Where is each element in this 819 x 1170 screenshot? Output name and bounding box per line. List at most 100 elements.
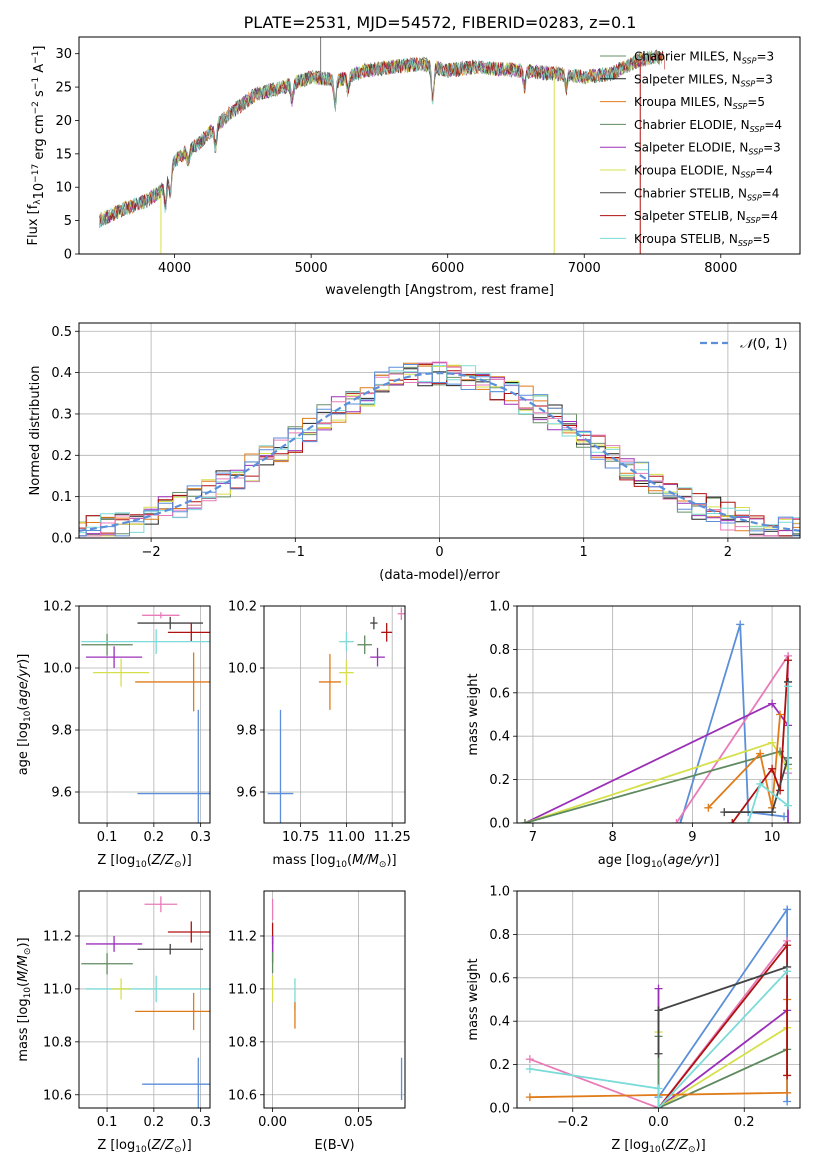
axes-frame: [78, 36, 801, 255]
legend-sub: SSP: [733, 102, 748, 111]
panel-massweight-vs-age: 7 8 9 10 0.0 0.2 0.4 0.6 0.8 1.0 mass weight age [l…: [466, 600, 801, 870]
histogram-step-series-8: [79, 364, 800, 537]
y-tick-label: 11.0: [43, 982, 72, 997]
legend-name: Chabrier ELODIE, N: [634, 118, 750, 132]
axes-frame: [78, 605, 211, 824]
x-tick-label: 4000: [158, 261, 191, 276]
spectrum-line-series-7: [99, 51, 666, 225]
weight-line-series-6: [657, 942, 788, 1108]
y-axis-label-part: s: [32, 90, 47, 101]
y-tick-label: 0.5: [51, 325, 72, 340]
x-tick-label: −2: [142, 545, 161, 560]
errorbar-point: [81, 953, 133, 975]
errorbar-point: [167, 623, 210, 642]
plot-area: [79, 361, 800, 537]
x-axis-label-part: 10: [135, 1145, 147, 1155]
errorbar-point: [339, 660, 354, 686]
y-axis-label-part: 10: [23, 710, 33, 722]
y-axis-label-part: λ: [33, 199, 43, 205]
legend-name: Salpeter STELIB, N: [634, 209, 746, 223]
plot-area: [81, 612, 210, 823]
x-tick-label: 5000: [295, 261, 328, 276]
x-axis-label-part: M/M: [352, 853, 379, 868]
plot-area: [525, 905, 792, 1108]
weight-line-series-5: [707, 714, 781, 809]
x-axis-label: age [log10(age/yr)]: [598, 853, 720, 870]
x-axis-label-part: Z [log: [611, 1138, 649, 1153]
x-axis-label: mass [log10(M/M⊙)]: [272, 853, 396, 870]
x-axis-label-part: (: [147, 1138, 152, 1153]
x-axis-label-part: ⊙: [688, 1145, 696, 1155]
axes-frame: [263, 890, 406, 1109]
weight-marker: [783, 1088, 792, 1097]
weight-marker: [525, 1093, 534, 1102]
panel-age-vs-mass: 10.75 11.00 11.25 9.6 9.8 10.0 10.2 mass [log10…: [228, 600, 411, 871]
legend-name: Salpeter MILES, N: [634, 72, 741, 86]
y-axis-label: age [log10(age/yr)]: [16, 654, 33, 776]
weight-marker: [776, 710, 785, 719]
grid-layer: [79, 891, 210, 1108]
legend-entry: Chabrier STELIB, NSSP=4: [634, 186, 779, 202]
x-tick-label: 0.3: [190, 830, 211, 845]
legend-count: =3: [755, 72, 773, 86]
x-tick-label: 0.1: [97, 1115, 118, 1130]
y-axis-label: mass weight: [466, 673, 481, 755]
panel-massweight-vs-Z: −0.2 0.0 0.2 0.0 0.2 0.4 0.6 0.8 1.0 mass weight Z…: [466, 885, 801, 1155]
y-tick-label: 9.8: [51, 724, 72, 739]
legend-sub: SSP: [748, 148, 763, 157]
weight-line-series-2: [657, 988, 788, 1108]
x-tick-label: 0.05: [344, 1115, 373, 1130]
errorbar-point: [144, 896, 178, 913]
x-axis-label-part: )]: [182, 853, 192, 868]
y-tick-label: 20: [55, 114, 72, 129]
legend-name: Kroupa ELODIE, N: [634, 164, 741, 178]
y-tick-label: 10.2: [228, 600, 257, 615]
legend-entry: Salpeter MILES, NSSP=3: [634, 72, 773, 88]
legend-args: (0, 1): [752, 337, 787, 352]
weight-marker: [784, 801, 793, 810]
x-tick-label: 0.2: [144, 1115, 165, 1130]
weight-marker: [704, 803, 713, 812]
weight-marker: [780, 812, 789, 821]
legend-sub: SSP: [741, 171, 756, 180]
errorbar-point: [135, 652, 210, 712]
x-tick-label: 8: [609, 830, 617, 845]
legend-entry: Chabrier MILES, NSSP=3: [634, 50, 774, 66]
x-axis-label-part: )]: [709, 853, 719, 868]
axes-frame: [263, 605, 406, 824]
weight-marker: [654, 1006, 663, 1015]
legend-entry: Kroupa STELIB, NSSP=5: [634, 232, 770, 248]
errorbar-point: [267, 709, 294, 823]
x-axis-label: (data-model)/error: [379, 568, 500, 583]
x-tick-label: 2: [724, 545, 732, 560]
y-axis-label-part: Flux [f: [26, 204, 41, 245]
y-tick-label: 10.0: [43, 662, 72, 677]
grid-layer: [79, 605, 210, 823]
x-axis-label-part: 10: [135, 860, 147, 870]
weight-marker: [768, 738, 777, 747]
x-axis-label: Z [log10(Z/Z⊙)]: [97, 1138, 191, 1155]
legend-entry: 𝒩(0, 1): [740, 337, 787, 352]
panel-mass-vs-ebv: 0.00 0.05 10.6 10.8 11.0 11.2 E(B-V): [228, 890, 406, 1153]
weight-marker: [784, 682, 793, 691]
plot-area: [267, 607, 405, 823]
y-tick-label: 10.8: [228, 1035, 257, 1050]
x-tick-label: 11.00: [328, 830, 365, 845]
y-axis-label-part: −1: [31, 77, 41, 90]
panel-mass-vs-Z: 0.1 0.2 0.310.610.811.011.2Z [log10(Z/Z⊙)]…: [16, 890, 211, 1155]
x-tick-label: 10.75: [282, 830, 319, 845]
x-tick-label: 6000: [431, 261, 464, 276]
errorbar-point: [142, 1057, 210, 1108]
y-tick-label: 0.6: [489, 971, 510, 986]
y-tick-label: 0.8: [489, 928, 510, 943]
y-axis-label-part: )]: [16, 654, 31, 664]
errorbar-point: [167, 921, 210, 943]
x-tick-label: 0: [435, 545, 443, 560]
y-tick-label: 10.0: [228, 662, 257, 677]
y-axis-label-part: −2: [31, 101, 41, 114]
errorbar-point: [135, 992, 210, 1030]
panel-age-vs-Z: 0.1 0.2 0.39.69.810.010.2Z [log10(Z/Z⊙)]ag…: [16, 600, 211, 871]
x-tick-label: 11.25: [374, 830, 411, 845]
plot-area: [99, 37, 666, 254]
